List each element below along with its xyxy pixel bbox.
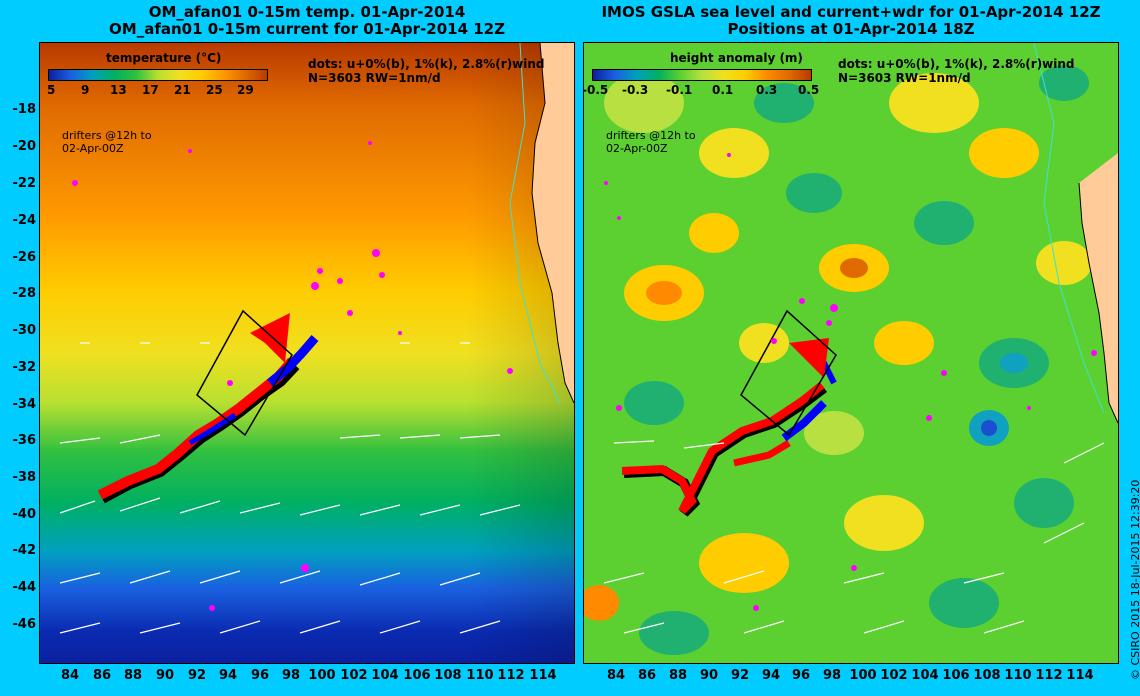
height-anomaly-colorbar-label: height anomaly (m): [670, 51, 803, 65]
right-title-line1: IMOS GSLA sea level and current+wdr for …: [601, 3, 1101, 21]
temp-cbar-tick: 21: [174, 83, 191, 97]
temp-cbar-tick: 25: [206, 83, 223, 97]
lat-tick: -30: [12, 323, 37, 338]
lat-tick: -28: [12, 286, 37, 301]
lon-tick: 84: [606, 668, 626, 683]
lon-tick: 100: [308, 668, 336, 683]
sea-level-anomaly-blobs: [584, 65, 1092, 655]
lon-tick: 110: [1004, 668, 1032, 683]
temp-cbar-tick: 29: [237, 83, 254, 97]
left-drifters-note: drifters @12h to 02-Apr-00Z: [62, 129, 152, 155]
left-title-line2: OM_afan01 0-15m current for 01-Apr-2014 …: [109, 20, 505, 38]
lat-tick: -38: [12, 470, 37, 485]
right-drifter-plume: [621, 338, 837, 517]
lon-tick: 94: [218, 668, 238, 683]
lon-tick: 102: [880, 668, 908, 683]
height-cbar-tick: -0.3: [622, 83, 649, 97]
lon-tick: 104: [371, 668, 399, 683]
lat-tick: -32: [12, 360, 37, 375]
lon-tick: 106: [403, 668, 431, 683]
height-cbar-tick: -0.5: [583, 83, 609, 97]
lon-tick: 100: [849, 668, 877, 683]
right-dots-legend: dots: u+0%(b), 1%(k), 2.8%(r)wind N=3603…: [838, 57, 1075, 85]
lat-tick: -36: [12, 433, 37, 448]
temp-cbar-tick: 9: [81, 83, 90, 97]
lat-tick: -26: [12, 250, 37, 265]
right-drifters-note: drifters @12h to 02-Apr-00Z: [606, 129, 696, 155]
temperature-colorbar-label: temperature (°C): [106, 51, 222, 65]
right-drifters-line2: 02-Apr-00Z: [606, 142, 668, 155]
left-drifters-line1: drifters @12h to: [62, 129, 152, 142]
lon-tick: 84: [60, 668, 80, 683]
lon-tick: 98: [822, 668, 842, 683]
right-search-area-box: [740, 309, 837, 437]
temperature-map: temperature (°C) 5 9 13 17 21 25 29 dots…: [39, 42, 575, 664]
lon-tick: 112: [1035, 668, 1063, 683]
lon-tick: 108: [973, 668, 1001, 683]
temp-cbar-tick: 13: [110, 83, 127, 97]
left-drifter-plume: [97, 313, 319, 504]
height-cbar-tick: 0.5: [798, 83, 820, 97]
lon-tick: 86: [637, 668, 657, 683]
left-dots-line2: N=3603 RW=1nm/d: [308, 71, 441, 85]
left-map-title: OM_afan01 0-15m temp. 01-Apr-2014 OM_afa…: [40, 4, 574, 38]
lon-tick: 90: [155, 668, 175, 683]
lon-tick: 88: [668, 668, 688, 683]
lon-tick: 98: [281, 668, 301, 683]
height-cbar-tick: 0.3: [756, 83, 778, 97]
lon-tick: 96: [250, 668, 270, 683]
left-search-area-box: [196, 309, 293, 437]
right-dots-line1: dots: u+0%(b), 1%(k), 2.8%(r)wind: [838, 57, 1075, 71]
lat-tick: -44: [12, 580, 37, 595]
right-title-line2: Positions at 01-Apr-2014 18Z: [727, 20, 975, 38]
lon-tick: 92: [187, 668, 207, 683]
right-map-title: IMOS GSLA sea level and current+wdr for …: [584, 4, 1118, 38]
left-title-line1: OM_afan01 0-15m temp. 01-Apr-2014: [148, 3, 466, 21]
lon-tick: 90: [699, 668, 719, 683]
height-cbar-tick: 0.1: [712, 83, 734, 97]
lon-tick: 94: [761, 668, 781, 683]
left-drifters-line2: 02-Apr-00Z: [62, 142, 124, 155]
height-anomaly-colorbar: [592, 69, 812, 81]
lon-tick: 106: [942, 668, 970, 683]
lon-tick: 114: [529, 668, 557, 683]
lon-tick: 112: [497, 668, 525, 683]
lon-tick: 104: [911, 668, 939, 683]
lat-tick: -46: [12, 617, 37, 632]
lon-tick: 86: [92, 668, 112, 683]
right-dots-line2: N=3603 RW=1nm/d: [838, 71, 971, 85]
temperature-colorbar: [48, 69, 268, 81]
temp-cbar-tick: 17: [142, 83, 159, 97]
lon-tick: 102: [340, 668, 368, 683]
lat-tick: -40: [12, 507, 37, 522]
lat-tick: -24: [12, 213, 37, 228]
lat-tick: -18: [12, 102, 37, 117]
sea-level-map: height anomaly (m) -0.5 -0.3 -0.1 0.1 0.…: [583, 42, 1119, 664]
lon-tick: 114: [1066, 668, 1094, 683]
sea-level-map-canvas: [584, 43, 1118, 663]
left-current-vectors: [59, 342, 521, 634]
lon-tick: 88: [123, 668, 143, 683]
right-current-vectors: [603, 440, 1105, 634]
left-dots-line1: dots: u+0%(b), 1%(k), 2.8%(r)wind: [308, 57, 545, 71]
lat-tick: -42: [12, 543, 37, 558]
lat-tick: -34: [12, 397, 37, 412]
copyright-credit: © CSIRO 2015 18-Jul-2015 12:39:20: [1129, 479, 1140, 680]
left-dots-legend: dots: u+0%(b), 1%(k), 2.8%(r)wind N=3603…: [308, 57, 545, 85]
lon-tick: 108: [434, 668, 462, 683]
temperature-map-canvas: [40, 43, 574, 663]
temp-cbar-tick: 5: [47, 83, 56, 97]
left-magenta-dots: [72, 141, 513, 611]
lon-tick: 96: [791, 668, 811, 683]
lon-tick: 110: [466, 668, 494, 683]
lat-tick: -20: [12, 139, 37, 154]
right-drifters-line1: drifters @12h to: [606, 129, 696, 142]
height-cbar-tick: -0.1: [666, 83, 693, 97]
lat-tick: -22: [12, 176, 37, 191]
right-magenta-dots: [604, 153, 1097, 611]
lon-tick: 92: [730, 668, 750, 683]
